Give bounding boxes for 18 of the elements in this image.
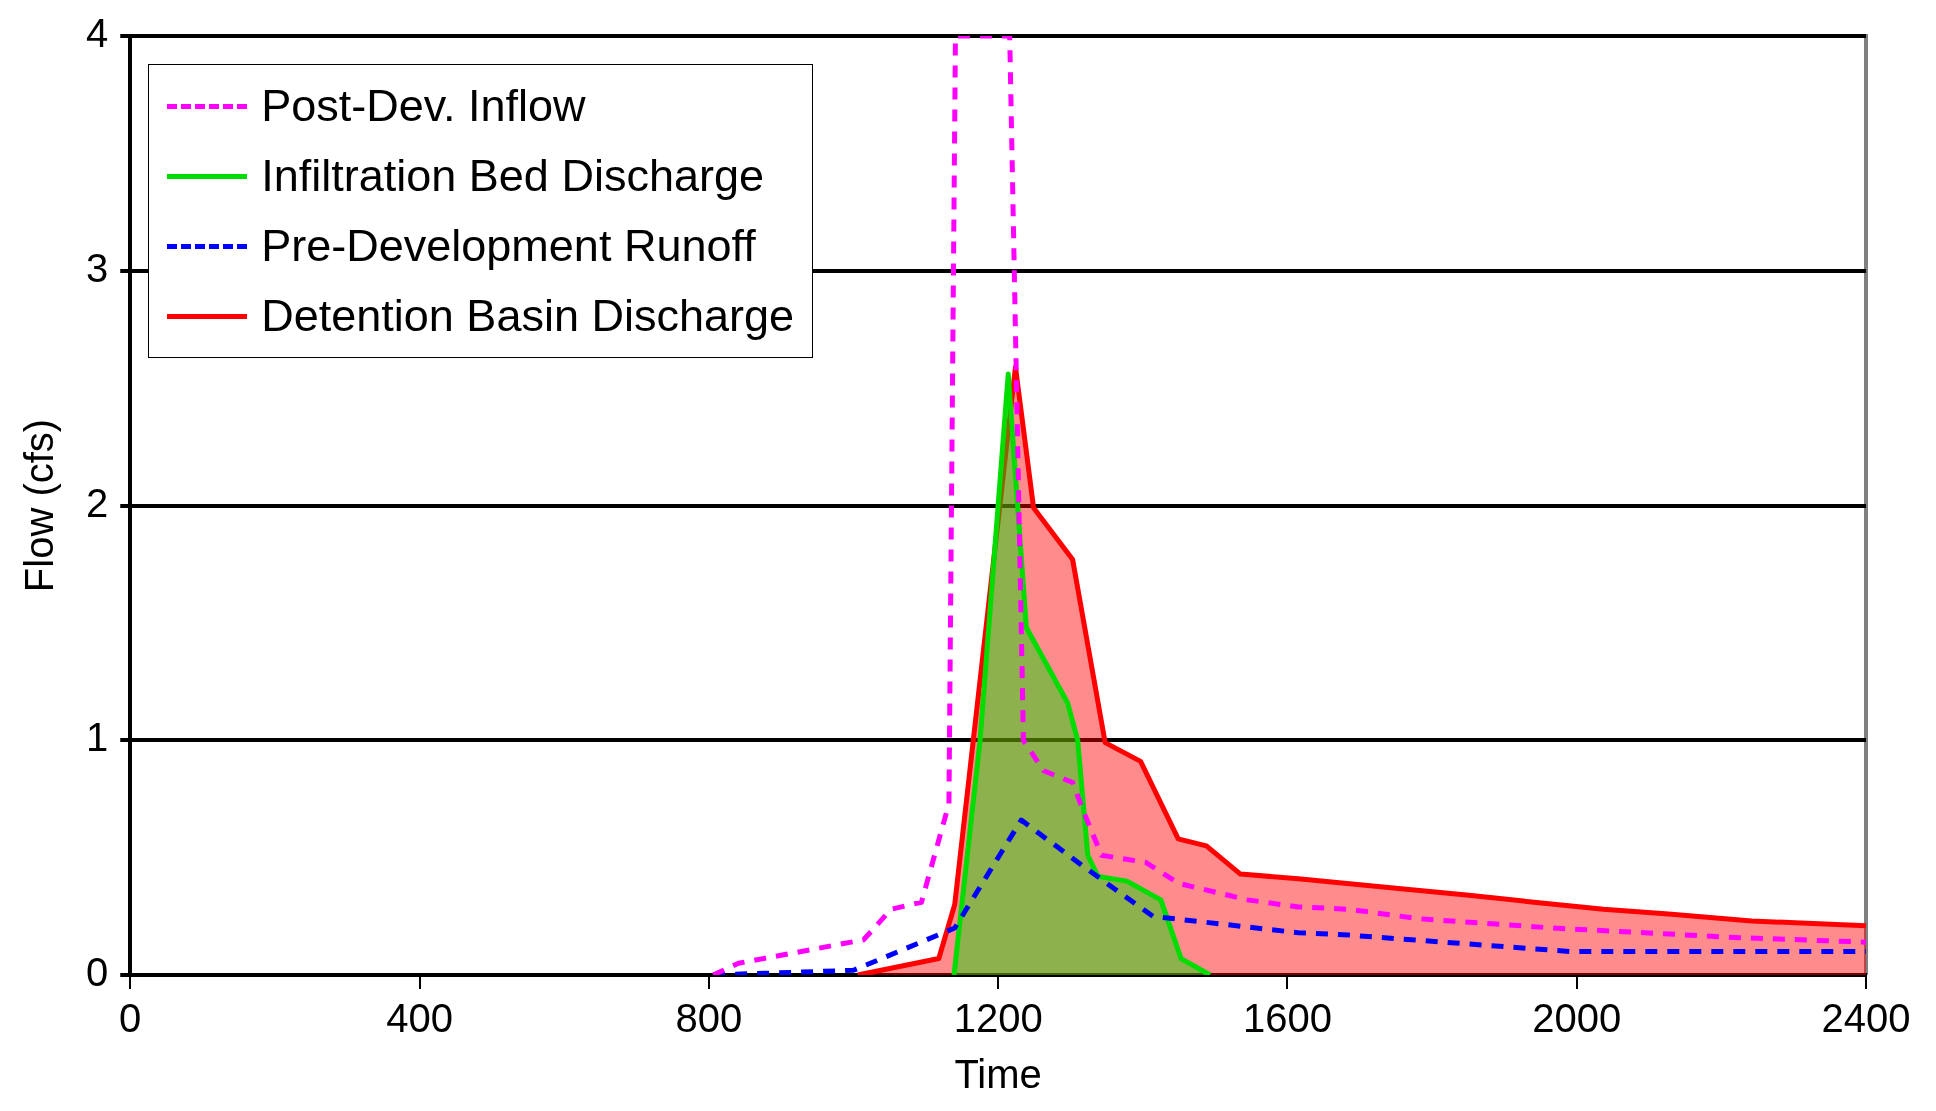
x-tick-label: 1600 bbox=[1242, 996, 1332, 1041]
x-tick-label: 0 bbox=[119, 996, 142, 1041]
x-tick-label: 800 bbox=[675, 996, 743, 1041]
x-tick-label: 1200 bbox=[953, 996, 1043, 1041]
y-tick-label: 4 bbox=[86, 11, 109, 56]
x-axis-title: Time bbox=[954, 1052, 1042, 1097]
y-tick-label: 2 bbox=[86, 480, 109, 525]
y-axis-title: Flow (cfs) bbox=[17, 418, 62, 593]
y-tick-label: 0 bbox=[86, 950, 109, 995]
x-tick-label: 400 bbox=[386, 996, 453, 1041]
y-tick-label: 3 bbox=[86, 245, 109, 290]
legend-label: Pre-Development Runoff bbox=[261, 219, 756, 273]
legend-label: Detention Basin Discharge bbox=[261, 289, 795, 343]
legend-label: Post-Dev. Inflow bbox=[261, 79, 586, 133]
y-tick-label: 1 bbox=[86, 715, 109, 760]
x-tick-label: 2000 bbox=[1532, 996, 1622, 1041]
x-tick-label: 2400 bbox=[1821, 996, 1911, 1041]
legend-label: Infiltration Bed Discharge bbox=[261, 149, 764, 203]
